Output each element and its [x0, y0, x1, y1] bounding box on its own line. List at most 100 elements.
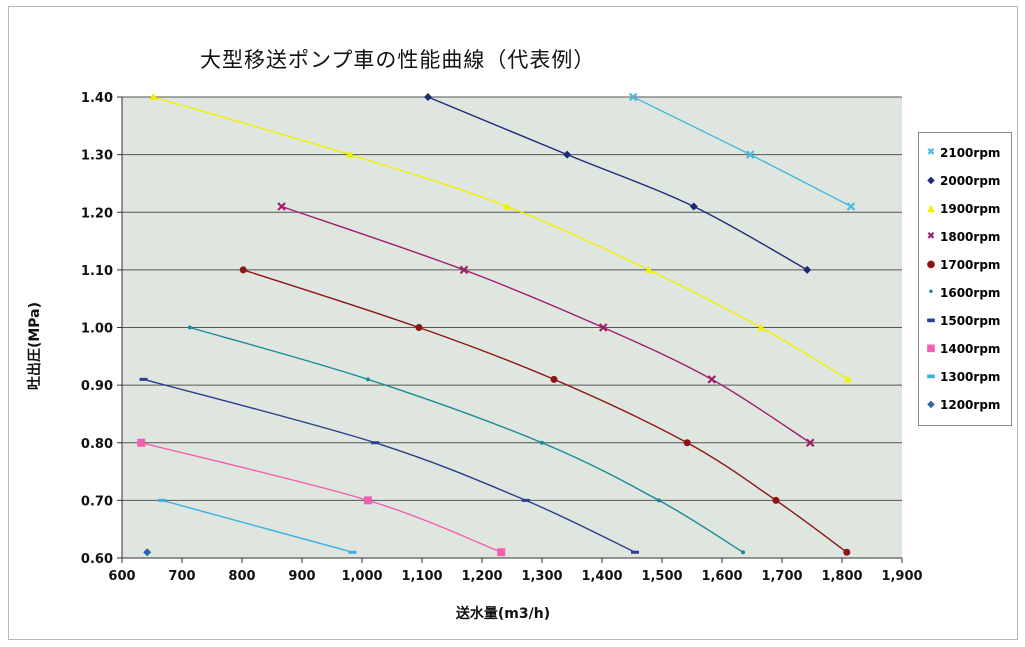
data-point: [689, 202, 698, 211]
legend-marker-icon: •: [927, 287, 935, 298]
data-point: [366, 377, 370, 382]
y-tick-label: 0.70: [81, 494, 113, 509]
legend-item: ▬ 1500rpm: [919, 307, 1011, 335]
x-tick-label: 1,100: [401, 569, 442, 584]
y-tick-label: 1.10: [81, 264, 113, 279]
y-tick-label: 1.00: [81, 322, 113, 337]
legend-item: ◆ 2000rpm: [919, 167, 1011, 195]
series-line: [143, 378, 636, 553]
data-point: [540, 440, 544, 445]
data-point: [644, 265, 653, 273]
data-point: [371, 441, 380, 445]
data-point: [149, 93, 158, 100]
legend-item: ▲ 1900rpm: [919, 195, 1011, 223]
legend-item: ✖ 1800rpm: [919, 223, 1011, 251]
x-tick-label: 1,400: [581, 569, 622, 584]
x-axis-label: 送水量(m3/h): [455, 605, 550, 622]
data-point: [628, 92, 638, 102]
data-point: [187, 325, 192, 330]
legend-item: ▬ 1300rpm: [919, 363, 1011, 391]
data-point: [415, 324, 423, 331]
legend-marker-icon: ✖: [926, 147, 936, 158]
data-point: [239, 266, 247, 274]
data-point: [772, 496, 780, 504]
plot-area-top: [122, 97, 902, 123]
data-point: [137, 438, 146, 447]
data-point: [424, 93, 432, 101]
x-tick-label: 1,700: [761, 569, 802, 584]
legend-item: ✖ 2100rpm: [919, 139, 1011, 167]
legend-marker-icon: ▬: [926, 315, 936, 326]
legend-label: 1300rpm: [940, 370, 1001, 384]
legend-label: 1400rpm: [940, 342, 1001, 356]
legend-marker-icon: ▬: [926, 371, 936, 382]
x-tick-label: 800: [228, 569, 255, 584]
data-point: [139, 377, 148, 381]
x-tick-labels: 600 700 800 900 1,000 1,100 1,200 1,300 1,400 1,5…: [108, 569, 922, 584]
x-tick-label: 600: [108, 569, 135, 584]
x-tick-label: 1,000: [341, 569, 382, 584]
legend-marker-icon: ✖: [926, 231, 936, 242]
x-tick-label: 1,800: [821, 569, 862, 584]
data-point: [158, 498, 167, 502]
x-tick-label: 1,200: [461, 569, 502, 584]
legend: ✖ 2100rpm ◆ 2000rpm ▲ 1900rpm ✖ 1800rpm ● 1700rpm…: [918, 132, 1012, 426]
legend-item: ■ 1400rpm: [919, 335, 1011, 363]
data-point: [497, 548, 506, 557]
legend-label: 1700rpm: [940, 258, 1001, 272]
data-point: [803, 265, 812, 274]
y-axis-label: 吐出圧(MPa): [26, 302, 43, 390]
x-tick-label: 900: [288, 569, 315, 584]
y-tick-label: 0.90: [81, 379, 113, 394]
data-point: [563, 150, 572, 159]
y-tick-label: 0.80: [81, 437, 113, 452]
legend-label: 1200rpm: [940, 398, 1001, 412]
legend-label: 2100rpm: [940, 146, 1001, 160]
x-tick-label: 1,900: [881, 569, 922, 584]
x-tick-label: 1,600: [701, 569, 742, 584]
series-line: [162, 499, 353, 553]
data-point: [143, 548, 152, 557]
legend-label: 1900rpm: [940, 202, 1001, 216]
data-point: [657, 498, 661, 503]
data-point: [550, 375, 558, 383]
legend-marker-icon: ◆: [927, 399, 935, 410]
data-point: [745, 150, 755, 159]
y-tick-labels: 0.60 0.70 0.80 0.90 1.00 1.10 1.20 1.30 1.40: [81, 91, 113, 567]
x-tick-label: 700: [168, 569, 195, 584]
legend-label: 1600rpm: [940, 286, 1001, 300]
data-point: [631, 550, 639, 554]
data-point: [598, 323, 608, 332]
legend-item: ◆ 1200rpm: [919, 391, 1011, 419]
legend-item: • 1600rpm: [919, 279, 1011, 307]
y-tick-label: 1.40: [81, 91, 113, 106]
data-point: [846, 202, 856, 211]
data-point: [844, 375, 852, 383]
series-line: [427, 96, 808, 271]
data-point: [503, 202, 512, 210]
legend-marker-icon: ▲: [927, 203, 935, 214]
data-point: [346, 150, 354, 158]
legend-marker-icon: ◆: [927, 175, 935, 186]
legend-marker-icon: ●: [926, 259, 936, 270]
gridlines: [117, 96, 903, 563]
data-point: [348, 550, 357, 554]
series-line: [281, 205, 811, 444]
chart-title: 大型移送ポンプ車の性能曲線（代表例）: [200, 48, 596, 72]
data-point: [364, 496, 372, 505]
data-point: [683, 439, 691, 447]
legend-label: 1500rpm: [940, 314, 1001, 328]
plot-area: [122, 123, 902, 558]
series-line: [141, 442, 502, 553]
x-tick-label: 1,300: [521, 569, 562, 584]
data-point: [805, 438, 815, 448]
data-point: [741, 550, 745, 555]
markers: [137, 92, 856, 557]
data-point: [459, 265, 469, 275]
y-tick-label: 1.20: [81, 206, 113, 221]
legend-label: 1800rpm: [940, 230, 1001, 244]
data-point: [277, 202, 286, 211]
data-point: [521, 498, 530, 502]
data-point: [843, 548, 851, 556]
